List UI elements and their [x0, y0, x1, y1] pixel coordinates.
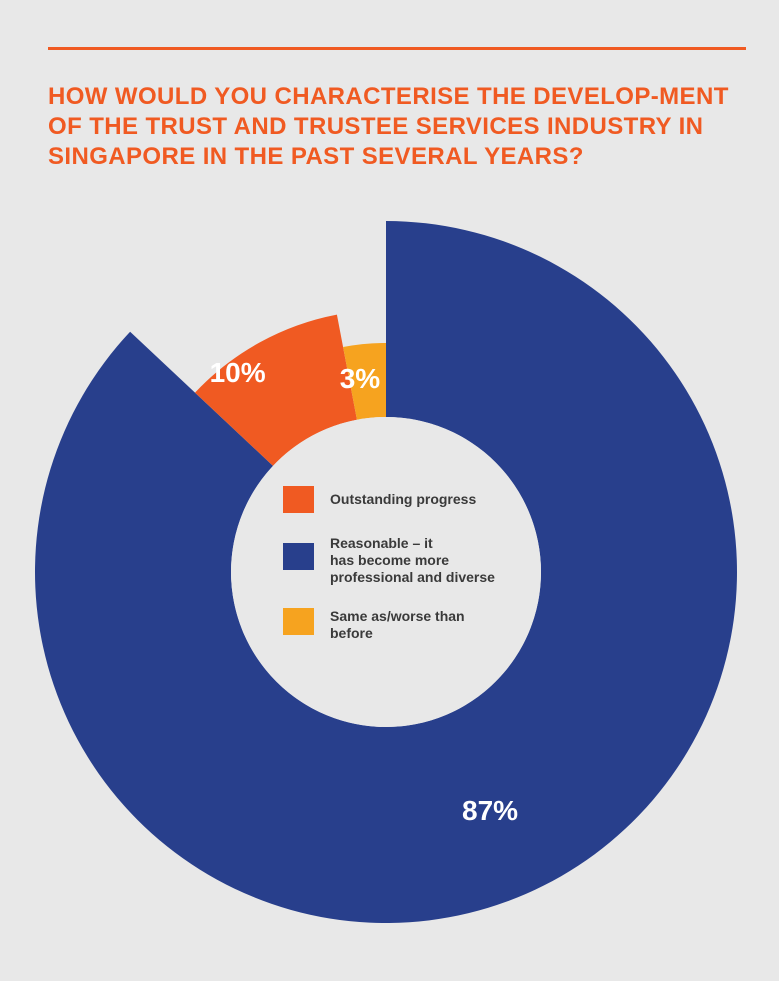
legend: Outstanding progress Reasonable – it has…: [283, 486, 533, 664]
slice-outstanding-label: 10%: [210, 357, 266, 388]
legend-label-same-or-worse: Same as/worse than before: [330, 608, 465, 641]
legend-item-same-or-worse: Same as/worse than before: [283, 608, 533, 642]
legend-swatch-same-or-worse: [283, 608, 314, 635]
legend-item-outstanding: Outstanding progress: [283, 486, 533, 513]
legend-label-outstanding: Outstanding progress: [330, 491, 477, 507]
chart-title: HOW WOULD YOU CHARACTERISE THE DEVELOP-M…: [48, 83, 729, 170]
legend-label-reasonable: Reasonable – it has become more professi…: [330, 535, 495, 585]
slice-outstanding: [195, 314, 357, 466]
legend-swatch-outstanding: [283, 486, 314, 513]
slice-same-or-worse: [343, 343, 386, 420]
legend-item-reasonable: Reasonable – it has become more professi…: [283, 535, 533, 586]
legend-swatch-reasonable: [283, 543, 314, 570]
slice-reasonable-label: 87%: [462, 795, 518, 826]
top-rule: [48, 47, 746, 50]
slice-reasonable: [34, 221, 738, 923]
slice-same-or-worse-label: 3%: [340, 363, 381, 394]
